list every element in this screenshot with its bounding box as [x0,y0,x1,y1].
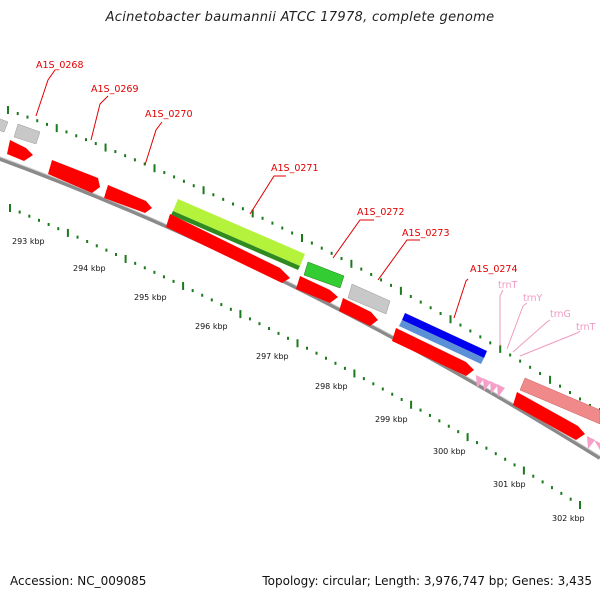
kbp-label: 302 kbp [552,514,585,523]
label-trnG: trnG [550,309,571,320]
trna-label-leaders [499,289,581,357]
label-A1S_0270: A1S_0270 [145,109,193,120]
label-A1S_0268: A1S_0268 [36,60,84,71]
kbp-label: 298 kbp [315,382,348,391]
kbp-label: 293 kbp [12,237,45,246]
genome-backbone [0,156,600,460]
kbp-label: 301 kbp [493,480,526,489]
feature-gray-partial [0,118,9,133]
label-A1S_0274: A1S_0274 [470,264,518,275]
gene-label-leaders [35,69,469,319]
label-trnY: trnY [523,293,542,304]
genome-summary-text: Topology: circular; Length: 3,976,747 bp… [262,574,592,588]
feature-A1S_0273-gray [347,283,391,315]
label-trnT-1: trnT [498,280,517,291]
kbp-label: 299 kbp [375,415,408,424]
trna-arrowheads [476,375,600,450]
accession-text: Accession: NC_009085 [10,574,147,588]
feature-A1S_0274-blue [399,313,487,364]
label-A1S_0272: A1S_0272 [357,207,405,218]
feature-A1S_0272-green [303,261,345,289]
kbp-label: 297 kbp [256,352,289,361]
kbp-axis-labels: 293 kbp 294 kbp 295 kbp 296 kbp 297 kbp 298 k… [12,237,585,523]
label-A1S_0269: A1S_0269 [91,84,139,95]
cds-arrows-reverse [7,140,585,440]
map-title: Acinetobacter baumannii ATCC 17978, comp… [105,10,495,25]
feature-A1S_0271-green [171,199,305,270]
label-A1S_0271: A1S_0271 [271,163,319,174]
label-A1S_0273: A1S_0273 [402,228,450,239]
inner-tick-marks [9,204,581,509]
feature-A1S_0268-gray [13,123,41,145]
label-trnT-2: trnT [576,322,595,333]
feature-salmon [519,377,600,425]
kbp-label: 300 kbp [433,447,466,456]
kbp-label: 295 kbp [134,293,167,302]
outer-tick-marks [7,106,600,416]
kbp-label: 296 kbp [195,322,228,331]
kbp-label: 294 kbp [73,264,106,273]
genome-backbone-highlight [0,156,600,457]
